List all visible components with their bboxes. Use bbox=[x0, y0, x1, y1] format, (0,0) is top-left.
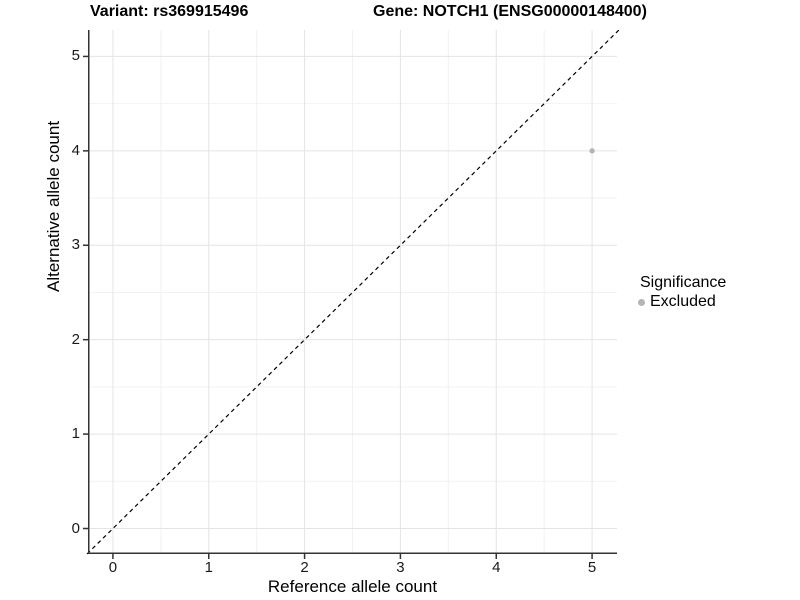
y-axis-title-text: Alternative allele count bbox=[44, 120, 63, 292]
x-tick-label: 3 bbox=[396, 559, 405, 576]
legend-item-excluded: Excluded bbox=[630, 293, 726, 311]
y-tick-label: 1 bbox=[71, 425, 80, 443]
gene-title: Gene: NOTCH1 (ENSG00000148400) bbox=[373, 3, 647, 20]
variant-title: Variant: rs369915496 bbox=[90, 3, 249, 20]
y-tick-label: 0 bbox=[71, 519, 80, 537]
data-point bbox=[589, 148, 595, 154]
plot-area bbox=[83, 30, 620, 559]
x-axis-title: Reference allele count bbox=[267, 577, 438, 596]
x-tick-label: 0 bbox=[108, 559, 118, 576]
x-tick-label: 5 bbox=[587, 559, 597, 576]
y-tick-label: 2 bbox=[71, 330, 80, 348]
x-tick-label: 1 bbox=[204, 559, 213, 576]
y-tick-label: 5 bbox=[71, 47, 80, 65]
y-tick-label: 3 bbox=[71, 236, 80, 254]
y-tick-label: 4 bbox=[71, 141, 80, 159]
x-tick-label: 4 bbox=[492, 559, 501, 576]
legend: Significance Excluded bbox=[630, 274, 726, 311]
legend-title: Significance bbox=[640, 274, 727, 291]
x-tick-label: 2 bbox=[300, 559, 309, 576]
legend-item-label: Excluded bbox=[650, 293, 716, 310]
excluded-point-icon bbox=[638, 298, 645, 306]
